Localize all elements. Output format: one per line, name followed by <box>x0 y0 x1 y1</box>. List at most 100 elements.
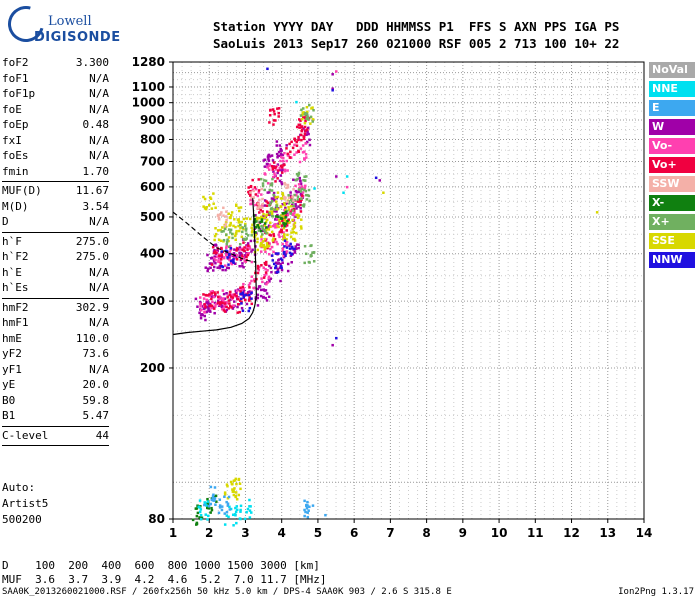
data-point <box>226 497 230 500</box>
data-point <box>304 142 307 145</box>
data-point <box>286 200 289 203</box>
data-point <box>213 307 216 310</box>
data-point <box>307 509 310 512</box>
data-point <box>281 159 285 163</box>
data-point <box>222 230 225 233</box>
data-point <box>304 129 307 132</box>
data-point <box>227 236 231 239</box>
data-point <box>216 214 220 218</box>
x-tick-label: 9 <box>459 526 467 540</box>
data-point <box>198 506 201 509</box>
data-point <box>214 494 218 498</box>
data-point <box>216 266 219 269</box>
data-point <box>269 202 272 205</box>
data-point <box>203 310 206 313</box>
data-point <box>233 218 236 221</box>
data-point <box>225 308 229 312</box>
data-point <box>284 196 287 200</box>
data-point <box>254 193 258 196</box>
data-point <box>241 230 244 234</box>
data-point <box>267 159 271 162</box>
data-point <box>250 291 253 294</box>
data-point <box>282 221 285 225</box>
param-row: h`F2 275.0 <box>2 250 109 266</box>
data-point <box>292 213 295 217</box>
data-point <box>282 215 285 218</box>
data-point <box>231 307 235 310</box>
data-point <box>374 176 378 180</box>
data-point <box>222 206 225 210</box>
data-point <box>235 521 238 525</box>
data-point <box>272 123 275 126</box>
data-point <box>274 252 278 255</box>
data-point <box>242 282 245 286</box>
data-point <box>378 179 382 182</box>
data-point <box>250 250 253 253</box>
data-point <box>262 266 266 270</box>
x-tick-label: 4 <box>278 526 286 540</box>
param-key: D <box>2 215 9 228</box>
data-point <box>247 283 251 287</box>
param-value: N/A <box>89 265 109 279</box>
data-point <box>217 297 221 300</box>
data-point <box>275 205 279 208</box>
data-point <box>235 497 239 501</box>
data-point <box>228 245 231 249</box>
legend-item-nnw: NNW <box>649 252 695 268</box>
data-point <box>297 214 301 218</box>
data-point <box>242 256 245 259</box>
data-point <box>223 512 227 515</box>
data-point <box>271 259 275 262</box>
data-point <box>282 238 285 241</box>
data-point <box>260 193 263 196</box>
data-point <box>302 203 306 206</box>
data-point <box>299 199 303 203</box>
param-key: hmE <box>2 331 22 345</box>
data-point <box>246 253 250 257</box>
data-point <box>261 214 265 218</box>
data-point <box>248 247 252 250</box>
param-key: hmF1 <box>2 316 29 329</box>
data-point <box>263 228 266 232</box>
data-point <box>286 233 289 237</box>
data-point <box>234 262 237 265</box>
data-point <box>285 238 288 241</box>
data-point <box>254 214 257 217</box>
data-point <box>228 252 231 256</box>
data-point <box>268 121 271 124</box>
data-point <box>260 187 264 191</box>
data-point <box>284 202 288 206</box>
data-point <box>256 207 260 210</box>
data-point <box>283 169 287 173</box>
data-point <box>208 302 212 306</box>
param-value: 44 <box>95 428 109 442</box>
data-point <box>312 251 316 254</box>
data-point <box>274 165 277 169</box>
data-point <box>283 218 287 222</box>
data-point <box>303 261 306 265</box>
data-point <box>239 251 243 255</box>
param-row: fxI N/A <box>2 134 109 150</box>
data-point <box>205 504 208 507</box>
data-point <box>218 264 222 268</box>
data-point <box>259 250 263 253</box>
data-point <box>232 524 235 527</box>
data-point <box>293 137 297 141</box>
data-point <box>250 226 253 229</box>
data-point <box>299 114 303 117</box>
data-point <box>203 314 206 318</box>
data-point <box>206 253 209 257</box>
data-point <box>191 518 195 522</box>
data-point <box>214 503 217 506</box>
param-row: h`Es N/A <box>2 281 109 297</box>
data-point <box>220 508 224 512</box>
data-point <box>223 493 227 496</box>
data-point <box>241 309 245 313</box>
data-point <box>235 254 239 257</box>
data-point <box>261 182 265 185</box>
data-point <box>265 263 268 266</box>
data-point <box>225 514 229 517</box>
y-tick-label: 1000 <box>132 96 165 110</box>
data-point <box>208 293 211 296</box>
data-point <box>235 256 238 259</box>
